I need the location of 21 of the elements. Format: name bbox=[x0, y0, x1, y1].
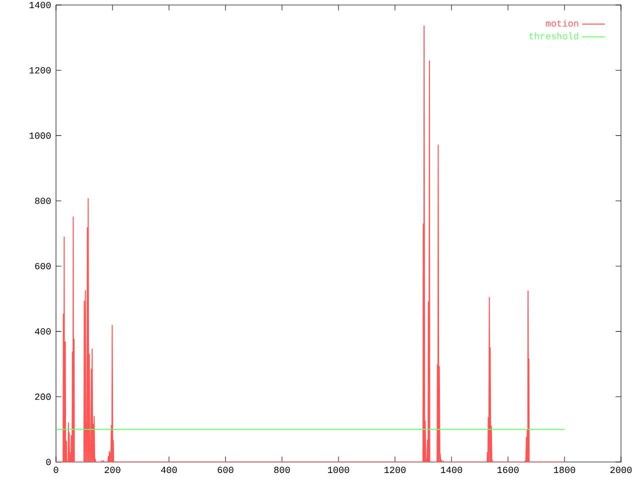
x-tick-label: 200 bbox=[104, 466, 120, 474]
legend-label: motion bbox=[546, 20, 578, 27]
x-tick-label: 1600 bbox=[497, 466, 519, 474]
x-tick-label: 1400 bbox=[440, 466, 462, 474]
legend-label: threshold bbox=[529, 32, 578, 40]
x-tick-label: 2000 bbox=[610, 466, 632, 474]
y-tick-label: 1200 bbox=[30, 67, 51, 74]
x-tick-label: 800 bbox=[274, 466, 290, 474]
x-tick-label: 1800 bbox=[554, 466, 576, 474]
x-tick-label: 600 bbox=[218, 466, 234, 474]
y-tick-label: 600 bbox=[35, 262, 51, 270]
x-tick-label: 1200 bbox=[384, 466, 406, 474]
x-tick-label: 0 bbox=[54, 466, 58, 474]
x-tick-label: 400 bbox=[161, 466, 177, 474]
y-tick-label: 200 bbox=[35, 394, 51, 400]
x-tick-label: 1000 bbox=[328, 466, 350, 474]
y-tick-label: 400 bbox=[34, 328, 51, 335]
y-tick-label: 1000 bbox=[30, 132, 51, 139]
y-tick-label: 1400 bbox=[30, 2, 51, 8]
y-tick-label: 800 bbox=[35, 198, 51, 204]
y-tick-label: 0 bbox=[46, 458, 51, 466]
